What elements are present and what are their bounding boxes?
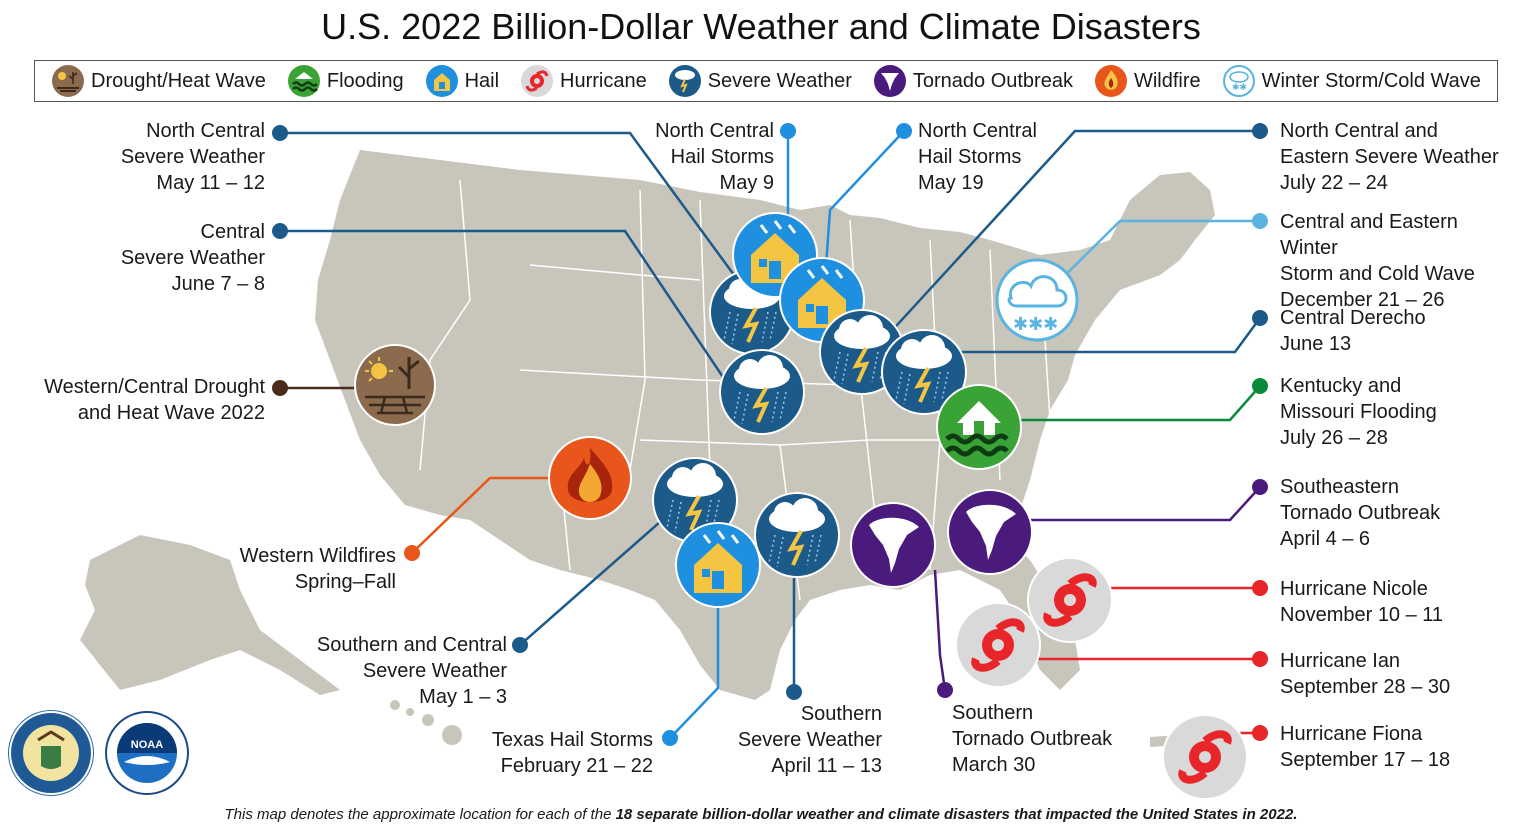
- noaa-logo: NOAA: [104, 710, 190, 796]
- leader-lines: [280, 129, 1262, 739]
- legend-label: Wildfire: [1133, 69, 1201, 92]
- legend-item-hurricane: Hurricane: [520, 64, 647, 98]
- drought-icon: [51, 64, 85, 98]
- legend-label: Hail: [464, 69, 500, 92]
- event-label-nc-hail-may9: North Central Hail Storms May 9: [655, 120, 774, 194]
- event-label-southern-tornado: Southern Tornado Outbreak March 30: [952, 702, 1113, 776]
- tornado-icon: [850, 502, 936, 588]
- flooding-icon: [287, 64, 321, 98]
- severe-weather-icon: [718, 348, 806, 436]
- event-label-winter-storm: Central and Eastern Winter Storm and Col…: [1280, 211, 1475, 311]
- flooding-icon: [936, 384, 1022, 470]
- event-label-ian: Hurricane Ian September 28 – 30: [1280, 650, 1451, 698]
- tornado-icon: [947, 489, 1033, 575]
- alaska-landmass: [80, 535, 340, 695]
- event-label-nc-eastern-severe: North Central and Eastern Severe Weather…: [1280, 120, 1499, 194]
- severe-weather-icon: [668, 64, 702, 98]
- legend: Drought/Heat Wave Flooding Hail Hurrican…: [34, 60, 1498, 102]
- legend-item-hail: Hail: [425, 64, 499, 98]
- legend-item-wildfire: Wildfire: [1094, 64, 1201, 98]
- hurricane-icon: [520, 64, 554, 98]
- legend-label: Winter Storm/Cold Wave: [1261, 69, 1481, 92]
- severe-weather-icon: [753, 491, 841, 579]
- legend-label: Hurricane: [560, 69, 647, 92]
- svg-text:✱✱: ✱✱: [1232, 83, 1247, 93]
- legend-item-drought: Drought/Heat Wave: [51, 64, 266, 98]
- hawaii-landmass: [390, 700, 462, 745]
- svg-text:NOAA: NOAA: [131, 739, 163, 751]
- event-label-central-severe-june: Central Severe Weather June 7 – 8: [120, 221, 265, 295]
- hurricane-icon: [956, 603, 1040, 687]
- event-label-se-tornado: Southeastern Tornado Outbreak April 4 – …: [1280, 476, 1441, 550]
- hurricane-icon: [1163, 715, 1247, 799]
- department-of-commerce-seal: [8, 710, 94, 796]
- footnote: This map denotes the approximate locatio…: [224, 806, 1298, 823]
- drought-icon: [354, 344, 436, 426]
- hurricane-icon: [1028, 558, 1112, 642]
- wildfire-icon: [548, 436, 632, 520]
- page-title: U.S. 2022 Billion-Dollar Weather and Cli…: [321, 6, 1201, 47]
- legend-label: Tornado Outbreak: [912, 69, 1073, 92]
- legend-label: Severe Weather: [707, 69, 852, 92]
- winter-storm-icon: ✱✱✱: [995, 258, 1079, 342]
- legend-label: Flooding: [326, 69, 404, 92]
- svg-text:✱✱✱: ✱✱✱: [1013, 314, 1058, 335]
- event-label-nc-severe-may: North Central Severe Weather May 11 – 12: [120, 120, 265, 194]
- wildfire-icon: [1094, 64, 1128, 98]
- event-label-nicole: Hurricane Nicole November 10 – 11: [1280, 578, 1444, 626]
- event-label-fiona: Hurricane Fiona September 17 – 18: [1280, 723, 1451, 771]
- event-label-ky-mo-flood: Kentucky and Missouri Flooding July 26 –…: [1280, 375, 1437, 449]
- event-label-texas-hail: Texas Hail Storms February 21 – 22: [491, 729, 653, 777]
- legend-item-tornado: Tornado Outbreak: [873, 64, 1073, 98]
- leader-dots: [272, 123, 1268, 746]
- winter-storm-icon: ✱✱: [1222, 64, 1256, 98]
- hail-icon: [425, 64, 459, 98]
- hail-icon: [674, 521, 762, 609]
- event-label-derecho: Central Derecho June 13: [1280, 307, 1426, 355]
- legend-label: Drought/Heat Wave: [91, 69, 266, 92]
- legend-item-flooding: Flooding: [287, 64, 404, 98]
- event-label-drought: Western/Central Drought and Heat Wave 20…: [44, 376, 265, 424]
- legend-item-severe-weather: Severe Weather: [668, 64, 852, 98]
- legend-item-winter-storm: ✱✱ Winter Storm/Cold Wave: [1222, 64, 1481, 98]
- event-label-wildfires: Western Wildfires Spring–Fall: [239, 545, 396, 593]
- event-label-nc-hail-may19: North Central Hail Storms May 19: [918, 120, 1037, 194]
- event-label-southern-severe: Southern Severe Weather April 11 – 13: [737, 703, 882, 777]
- tornado-icon: [873, 64, 907, 98]
- event-label-southern-central-severe: Southern and Central Severe Weather May …: [316, 634, 507, 708]
